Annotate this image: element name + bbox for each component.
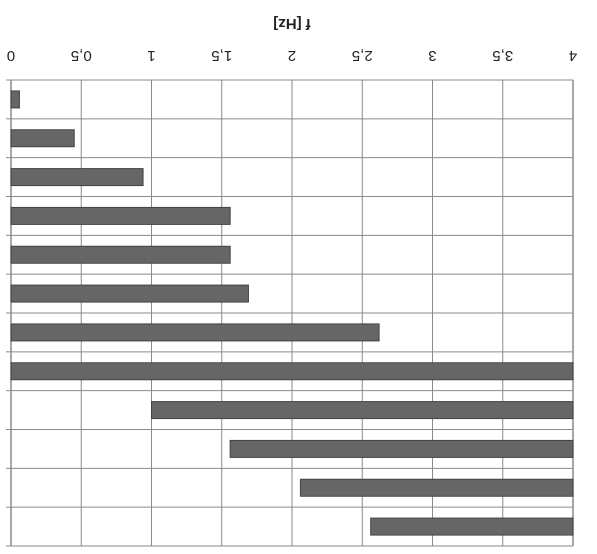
- bar: [10, 206, 231, 225]
- x-tick-label: 0: [7, 47, 15, 64]
- bar: [10, 129, 75, 148]
- bar: [10, 362, 574, 381]
- bar: [10, 323, 380, 342]
- x-tick-label: 0,5: [71, 47, 92, 64]
- bar: [10, 90, 20, 109]
- x-tick-label: 2: [288, 47, 296, 64]
- grid-lines: [6, 79, 574, 547]
- bars-group: [10, 90, 574, 536]
- bar: [10, 245, 231, 264]
- bar: [10, 168, 144, 187]
- x-tick-label: 4: [569, 47, 577, 64]
- x-tick-label: 3: [428, 47, 436, 64]
- x-tick-label: 1,5: [211, 47, 232, 64]
- bar: [370, 517, 574, 536]
- x-axis-title: f [Hz]: [273, 15, 311, 32]
- bar: [151, 401, 574, 420]
- bar: [299, 478, 574, 497]
- x-tick-label: 1: [147, 47, 155, 64]
- x-tick-label: 3,5: [492, 47, 513, 64]
- bar: [229, 439, 574, 458]
- x-tick-label: 2,5: [352, 47, 373, 64]
- tick-labels: 0 0,5 1 1,5 2 2,5 3 3,5 4: [7, 47, 577, 64]
- bar: [10, 284, 249, 303]
